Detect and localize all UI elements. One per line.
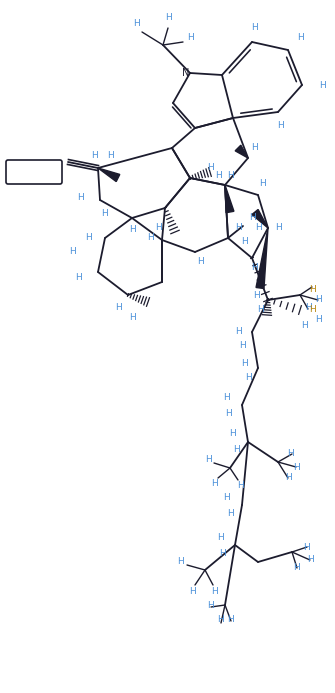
Text: H: H [107,150,113,159]
Text: H: H [315,315,321,324]
Text: H: H [252,143,258,152]
Text: H: H [303,543,310,552]
Text: H: H [134,19,140,28]
Polygon shape [98,168,120,182]
Text: H: H [212,588,218,597]
Text: H: H [237,482,243,491]
Text: N: N [182,68,190,78]
Polygon shape [235,145,248,158]
Text: H: H [252,24,258,33]
Text: H: H [250,213,256,222]
Text: H: H [69,247,75,256]
Text: H: H [226,509,233,518]
Text: H: H [215,170,221,179]
Text: H: H [257,306,263,315]
Text: H: H [309,286,315,295]
Text: H: H [147,234,153,243]
FancyBboxPatch shape [6,160,62,184]
Text: H: H [255,224,261,232]
Text: H: H [164,13,172,22]
Text: H: H [234,328,242,337]
Text: H: H [302,320,309,329]
Text: Abs: Abs [25,167,43,177]
Text: H: H [205,455,211,464]
Text: H: H [241,360,247,369]
Text: H: H [259,179,265,188]
Text: H: H [102,209,109,218]
Text: H: H [277,121,283,130]
Text: H: H [226,170,233,179]
Text: H: H [242,238,248,247]
Text: H: H [232,446,240,455]
Text: H: H [217,532,223,541]
Text: H: H [211,480,217,489]
Polygon shape [252,209,268,228]
Text: H: H [307,556,313,565]
Polygon shape [225,185,234,213]
Text: H: H [220,548,226,557]
Text: H: H [239,342,245,351]
Text: H: H [320,80,326,89]
Text: H: H [208,601,214,610]
Text: H: H [245,374,251,383]
Text: H: H [217,615,223,624]
Text: H: H [229,430,237,439]
Text: H: H [129,313,135,322]
Text: H: H [226,615,233,624]
Text: H: H [296,33,304,42]
Text: H: H [285,473,291,482]
Text: H: H [207,164,213,173]
Text: H: H [225,408,231,417]
Text: H: H [293,563,300,572]
Text: H: H [115,304,121,313]
Text: H: H [190,588,196,597]
Text: H: H [129,225,135,234]
Text: H: H [315,295,321,304]
Text: H: H [293,462,299,471]
Text: H: H [252,263,258,272]
Text: H: H [178,557,184,566]
Text: H: H [187,33,193,42]
Text: H: H [253,290,259,299]
Text: H: H [275,224,281,232]
Text: H: H [234,224,242,232]
Text: H: H [75,274,81,283]
Text: H: H [223,392,229,401]
Text: H: H [77,193,83,202]
Text: H: H [223,493,229,502]
Text: H: H [85,234,91,243]
Text: H: H [92,150,98,159]
Text: H: H [197,258,203,267]
Polygon shape [256,228,268,288]
Text: H: H [305,303,311,311]
Text: H: H [287,450,293,459]
Text: H: H [155,224,161,232]
Text: H: H [309,306,315,315]
